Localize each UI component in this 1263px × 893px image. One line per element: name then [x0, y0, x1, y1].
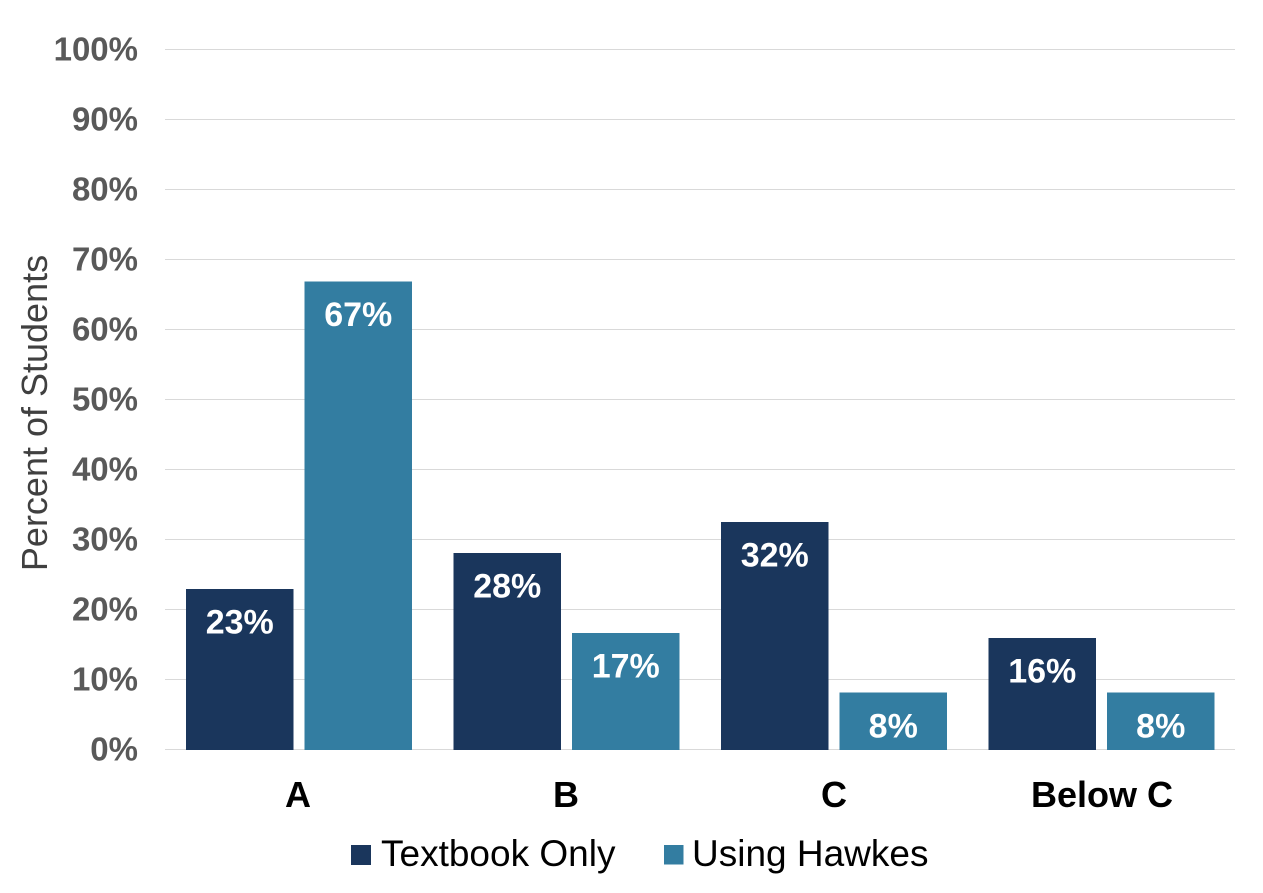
svg-text:67%: 67% — [324, 296, 392, 334]
svg-text:Percent of Students: Percent of Students — [14, 255, 55, 571]
svg-text:Using Hawkes: Using Hawkes — [692, 833, 928, 874]
svg-text:40%: 40% — [72, 451, 138, 488]
svg-text:8%: 8% — [1136, 708, 1185, 746]
svg-text:16%: 16% — [1008, 653, 1076, 691]
svg-text:70%: 70% — [72, 241, 138, 278]
svg-text:Below C: Below C — [1031, 774, 1173, 815]
svg-text:Textbook Only: Textbook Only — [381, 833, 616, 874]
svg-text:32%: 32% — [741, 537, 809, 575]
svg-text:10%: 10% — [72, 661, 138, 698]
svg-text:23%: 23% — [206, 604, 274, 642]
svg-text:80%: 80% — [72, 171, 138, 208]
svg-text:60%: 60% — [72, 311, 138, 348]
svg-text:20%: 20% — [72, 591, 138, 628]
svg-text:90%: 90% — [72, 101, 138, 138]
svg-text:30%: 30% — [72, 521, 138, 558]
svg-text:8%: 8% — [869, 708, 918, 746]
svg-text:A: A — [285, 774, 311, 815]
svg-text:28%: 28% — [473, 568, 541, 606]
svg-text:0%: 0% — [90, 731, 138, 768]
svg-text:C: C — [821, 774, 847, 815]
svg-text:100%: 100% — [54, 31, 138, 68]
svg-text:B: B — [553, 774, 579, 815]
svg-text:50%: 50% — [72, 381, 138, 418]
svg-text:17%: 17% — [592, 648, 660, 686]
